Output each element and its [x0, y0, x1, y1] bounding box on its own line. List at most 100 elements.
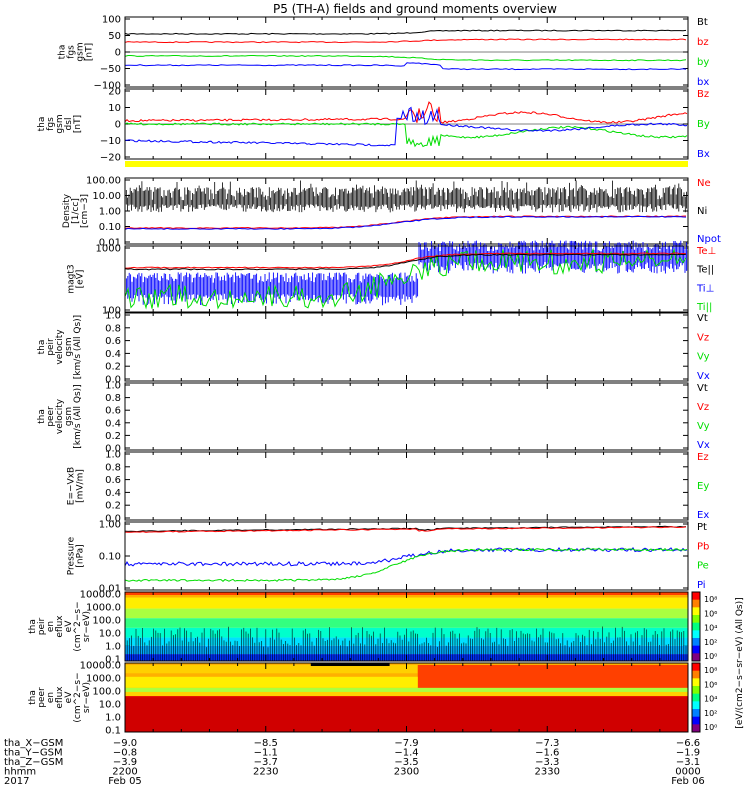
ytick-label: 0.0	[105, 514, 121, 525]
legend-Pi: Pi	[697, 580, 706, 591]
xaxis-value: −7.9	[394, 738, 418, 749]
colorbar-tick: 10⁰	[704, 723, 717, 732]
xaxis-value: 2330	[535, 767, 560, 778]
spectrogram-band	[125, 691, 688, 697]
colorbar-cell	[692, 670, 700, 679]
ylabel-line: [1/cc]	[71, 198, 81, 224]
ylabel-line: [nPa]	[76, 544, 86, 567]
ylabel-line: (cm^2−s−	[73, 601, 83, 651]
ylabel-line: en	[46, 621, 56, 632]
colorbar-tick: 10⁰	[704, 652, 717, 661]
legend-Pt: Pt	[697, 522, 707, 533]
ylabel-line: Density	[62, 193, 72, 228]
ylabel-line: eV	[64, 620, 74, 633]
ytick-label: 100	[102, 306, 121, 317]
ytick-label: 0.2	[105, 362, 121, 373]
plot-title: P5 (TH-A) fields and ground moments over…	[273, 2, 557, 16]
ylabel-line: fgs	[46, 117, 56, 131]
ylabel-line: gsm	[55, 114, 65, 133]
ylabel-line: fgs	[67, 45, 77, 59]
panel-peer_spec: 10000.0 1000.0 100.0 10.0 1.0 0.1 tha peer en efl…	[28, 661, 689, 737]
ytick-label: 1.0	[105, 713, 121, 724]
ytick-label: 0.10	[99, 222, 121, 233]
legend-Te⊥: Te⊥	[696, 246, 716, 257]
ylabel-line: gsm	[76, 42, 86, 61]
series-Bt	[124, 29, 687, 35]
ylabel-line: peer	[37, 687, 47, 708]
panel-peir_spec: 10000.0 1000.0 100.0 10.0 1.0 0.1 tha peir en efl…	[28, 590, 689, 666]
panel-content	[124, 101, 688, 148]
series-Bz	[124, 101, 688, 124]
ylabel-line: [km/s (All Qs)]	[73, 384, 83, 448]
ylabel-line: [cm−3]	[80, 194, 90, 228]
ytick-label: 10.0	[99, 700, 121, 711]
ytick-label: 0.4	[105, 488, 121, 499]
legend-Vy: Vy	[697, 421, 710, 432]
legend-bx: bx	[697, 77, 709, 88]
panel-content	[124, 592, 688, 661]
ylabel-line: eflux	[55, 686, 65, 709]
ytick-label: 1.0	[105, 642, 121, 653]
colorbar-label-group: [eV/(cm2−s−sr−eV) (All Qs)]	[735, 597, 745, 728]
ytick-label: 100.00	[86, 176, 121, 187]
xaxis-date-end: Feb 06	[671, 776, 705, 787]
series-Bx	[124, 106, 688, 147]
series-Ne	[125, 215, 687, 230]
colorbar-cell	[692, 709, 700, 718]
ytick-label: 1.0	[105, 450, 121, 461]
ylabel-line: E=−VxB	[67, 467, 77, 505]
spectrogram-band	[125, 687, 688, 692]
panel-density: 100.00 10.00 1.00 0.10 0.01 Density [1/cc] [cm−…	[62, 176, 721, 249]
ytick-label: 0.4	[105, 418, 121, 429]
series-bx	[124, 62, 687, 71]
colorbar-tick: 10⁶	[704, 609, 717, 618]
ylabel-line: peir	[37, 617, 47, 635]
ylabel-line: velocity	[55, 398, 65, 434]
ylabel-line: gsm	[64, 407, 74, 426]
ytick-label: 0.01	[99, 584, 121, 595]
colorbar-tick: 10⁶	[704, 680, 717, 689]
ytick-label: 0.0	[105, 444, 121, 455]
legend-by: by	[697, 57, 709, 68]
ytick-label: 10	[108, 103, 121, 114]
spectrogram-band	[125, 618, 688, 628]
ytick-label: 1000.0	[86, 603, 121, 614]
colorbar: 10⁸ 10⁶ 10⁴ 10² 10⁰	[691, 662, 717, 733]
panel-peer_velocity: 1.00.8 0.60.4 0.2 0.0 tha peer velocity gsm [km/…	[37, 381, 710, 455]
ytick-label: 1.00	[99, 520, 121, 531]
ytick-label: 0.8	[105, 393, 121, 404]
ytick-label: 100.0	[92, 687, 121, 698]
xaxis-date-start: Feb 05	[108, 776, 142, 787]
panel-content	[124, 29, 688, 71]
colorbar-cell	[692, 630, 700, 639]
legend-Ex: Ex	[697, 510, 709, 521]
ytick-label: 10.0	[99, 629, 121, 640]
legend-Vx: Vx	[697, 371, 710, 382]
legend-Bz: Bz	[697, 89, 709, 100]
xaxis-value: −3.5	[394, 757, 418, 768]
panel-frame	[124, 451, 689, 521]
colorbar-label: [eV/(cm2−s−sr−eV) (All Qs)]	[735, 597, 745, 728]
series-Pi	[124, 546, 688, 567]
legend-Pb: Pb	[697, 541, 709, 552]
colorbar-cell	[692, 638, 700, 647]
ylabel-line: tha	[37, 409, 47, 424]
panel-frame	[124, 382, 689, 451]
xaxis-value: −3.7	[254, 757, 278, 768]
ylabel-line: magt3	[67, 264, 77, 293]
colorbar-cell	[692, 693, 700, 702]
panel-fgs_dsl: 20 10 0 −10 −20 tha fgs gsm dsl [nT] Bz By Bx	[37, 87, 710, 167]
legend-Ey: Ey	[697, 481, 709, 492]
ylabel: tha fgs gsm [nT]	[58, 42, 95, 61]
spectrogram-band	[125, 665, 418, 674]
xaxis-value: −3.9	[113, 757, 137, 768]
ytick-label: 10.00	[92, 191, 121, 202]
ytick-label: 0.6	[105, 475, 121, 486]
colorbar-cell	[692, 645, 700, 654]
ylabel-line: eflux	[55, 615, 65, 638]
ytick-label: 0	[115, 48, 121, 59]
ylabel: tha peer velocity gsm [km/s (All Qs)]	[37, 384, 83, 448]
ylabel-line: [eV]	[76, 270, 86, 289]
ylabel-line: [nT]	[85, 43, 95, 61]
